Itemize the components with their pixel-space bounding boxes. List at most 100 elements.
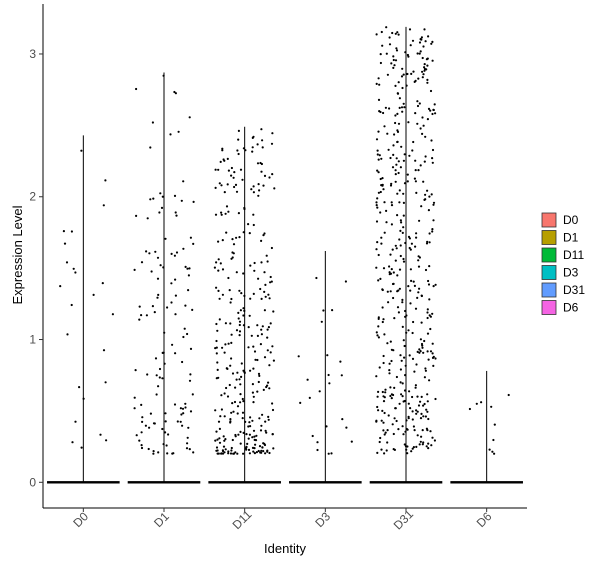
data-point [252, 345, 255, 348]
data-point [252, 429, 256, 432]
data-point [243, 207, 246, 211]
data-point [415, 232, 418, 235]
data-point [258, 374, 261, 377]
data-point [227, 276, 230, 280]
data-point [414, 307, 418, 310]
data-point [414, 384, 417, 387]
data-point [226, 395, 230, 398]
data-point [140, 403, 143, 406]
data-point [382, 429, 385, 432]
data-point [239, 442, 242, 445]
data-point [379, 211, 382, 214]
data-point [328, 382, 331, 385]
data-point [416, 296, 419, 299]
data-point [385, 52, 388, 55]
data-point [388, 265, 391, 268]
data-point [260, 424, 263, 427]
data-point [241, 417, 244, 420]
data-point [385, 449, 388, 452]
data-point [163, 362, 166, 365]
data-point [404, 51, 407, 54]
data-point [231, 438, 234, 442]
data-point [238, 334, 241, 337]
data-point [311, 434, 314, 438]
data-point [180, 413, 183, 416]
data-point [399, 381, 402, 384]
data-point [419, 417, 423, 420]
data-point [395, 157, 398, 160]
data-point [265, 431, 268, 434]
data-point [259, 429, 263, 432]
data-point [391, 423, 394, 426]
data-point [394, 114, 397, 117]
data-point [404, 309, 407, 313]
plot-panel: 0 1 2 3 D0 D1 D11 D3 D31 D6 [29, 4, 527, 532]
data-point [224, 448, 227, 451]
data-point [174, 313, 177, 316]
data-point [391, 248, 394, 251]
data-point [407, 415, 410, 418]
data-point [426, 240, 429, 243]
data-point [156, 296, 159, 299]
data-point [392, 448, 395, 451]
data-point [252, 185, 255, 188]
data-point [236, 149, 239, 152]
data-point [266, 336, 269, 339]
legend-swatch [541, 212, 557, 228]
data-point [432, 364, 435, 367]
data-point [424, 155, 427, 158]
data-point [488, 448, 491, 451]
data-point [140, 431, 143, 434]
y-axis-title: Expression Level [10, 205, 25, 304]
data-point [397, 33, 400, 36]
data-point [239, 168, 243, 171]
data-point [237, 152, 240, 156]
data-point [252, 395, 255, 398]
data-point [188, 116, 191, 119]
data-point [423, 67, 426, 71]
data-point [405, 331, 408, 334]
data-point [269, 281, 272, 284]
data-point [401, 325, 404, 328]
data-point [259, 287, 262, 291]
data-point [403, 344, 406, 348]
data-point [217, 289, 220, 292]
data-point [245, 445, 248, 448]
data-point [230, 174, 233, 177]
data-point [376, 206, 379, 209]
data-point [214, 439, 217, 442]
data-point [268, 387, 271, 390]
data-point [263, 290, 266, 293]
data-point [379, 61, 382, 65]
data-point [223, 191, 226, 194]
data-point [377, 325, 380, 328]
data-point [416, 434, 419, 437]
x-tick-label: D6 [474, 509, 495, 530]
legend-swatch [541, 282, 557, 298]
data-point [406, 180, 409, 183]
data-point [271, 132, 274, 135]
data-point [259, 451, 262, 454]
data-point [403, 443, 406, 446]
data-point [406, 173, 409, 176]
data-point [422, 351, 425, 354]
data-point [234, 451, 237, 454]
data-point [80, 149, 83, 152]
data-point [172, 452, 175, 455]
data-point [169, 133, 172, 136]
data-point [231, 251, 234, 254]
data-point [417, 265, 421, 268]
data-point [431, 352, 434, 355]
data-point [391, 282, 395, 286]
data-point [229, 364, 232, 367]
data-point [157, 293, 160, 296]
data-point [400, 221, 403, 224]
data-point [242, 272, 245, 275]
data-point [237, 433, 240, 436]
data-point [92, 293, 95, 296]
x-ticks: D0 D1 D11 D3 D31 D6 [70, 507, 494, 533]
data-point [254, 358, 257, 361]
data-point [155, 393, 158, 396]
data-point [394, 84, 397, 87]
data-point [396, 129, 399, 132]
